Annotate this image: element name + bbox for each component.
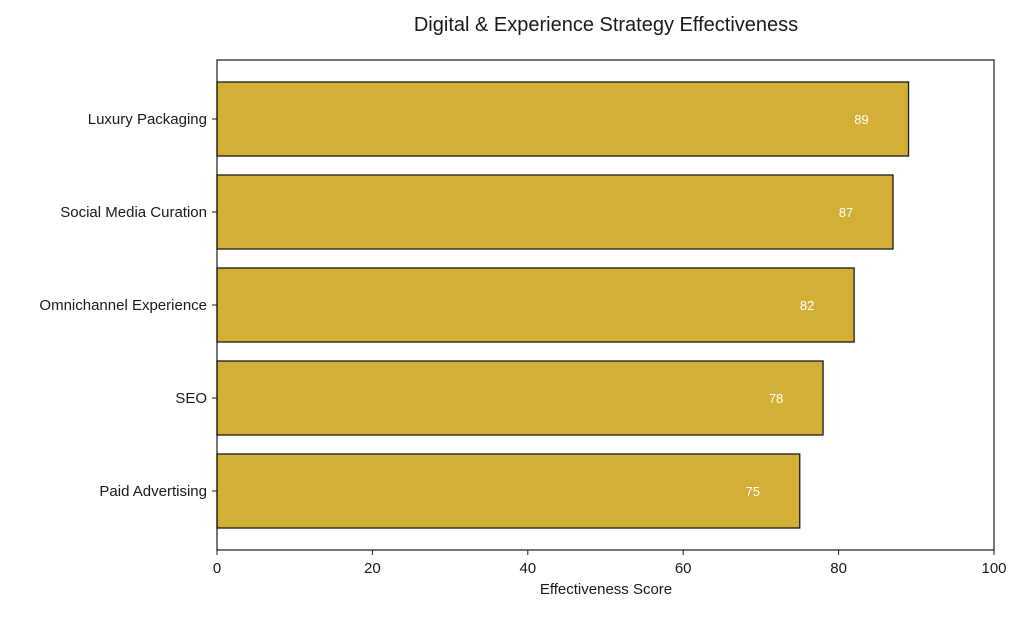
bar-value-label: 82 (800, 298, 814, 313)
x-axis: 0 20 40 60 80 100 (213, 550, 1007, 577)
x-tick-label: 80 (830, 560, 847, 577)
x-tick-label: 40 (519, 560, 536, 577)
x-tick-label: 100 (981, 560, 1006, 577)
y-tick-label: Social Media Curation (60, 204, 207, 221)
y-tick-label: Paid Advertising (99, 483, 207, 500)
chart-title: Digital & Experience Strategy Effectiven… (414, 14, 798, 36)
x-axis-label: Effectiveness Score (540, 581, 672, 598)
bar-value-label: 75 (746, 484, 760, 499)
y-axis: Luxury Packaging Social Media Curation Omn… (39, 111, 217, 500)
bar (216, 267, 855, 343)
x-tick-label: 60 (675, 560, 692, 577)
bar (216, 81, 910, 157)
y-tick-label: Omnichannel Experience (39, 297, 207, 314)
y-tick-label: Luxury Packaging (88, 111, 207, 128)
y-tick-label: SEO (175, 390, 207, 407)
bar (216, 360, 824, 436)
x-tick-label: 20 (364, 560, 381, 577)
bar-value-label: 87 (839, 205, 853, 220)
bar-value-label: 78 (769, 391, 783, 406)
bars-layer: 89 87 82 78 75 (216, 81, 910, 529)
bar (216, 174, 894, 250)
bar-value-label: 89 (854, 112, 868, 127)
bar (216, 453, 801, 529)
x-tick-label: 0 (213, 560, 221, 577)
